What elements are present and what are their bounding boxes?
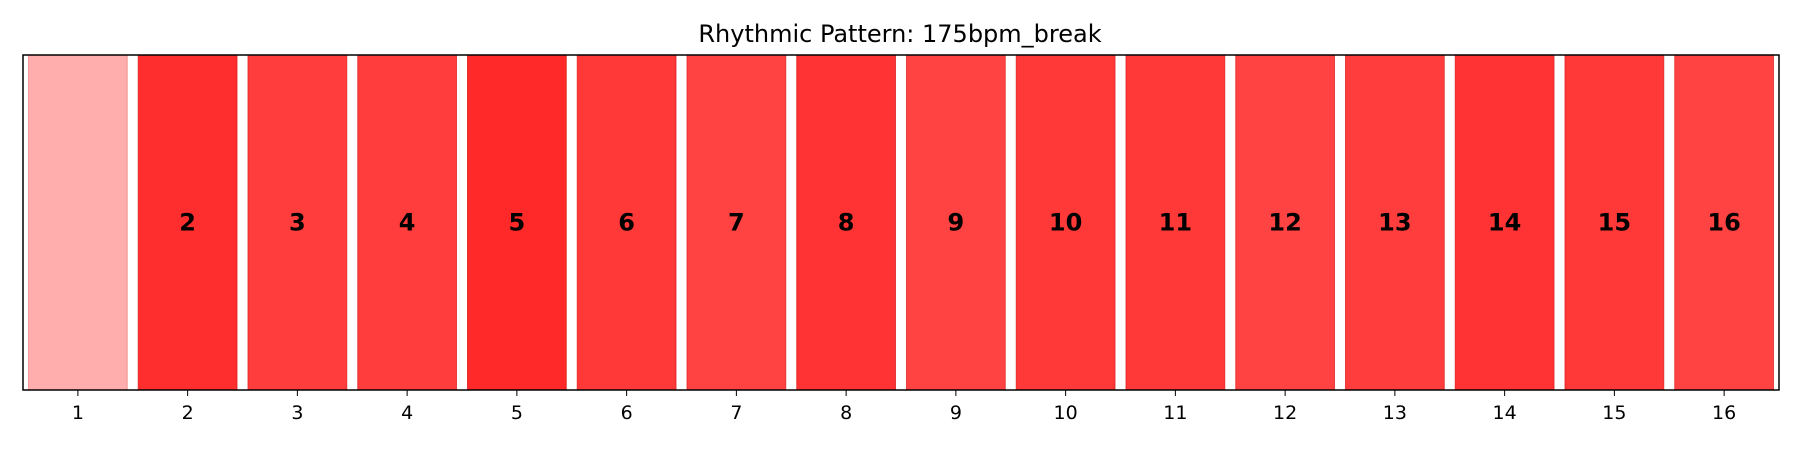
bar-label-6: 6 <box>618 209 635 237</box>
chart-title: Rhythmic Pattern: 175bpm_break <box>698 20 1101 48</box>
bar-step-8 <box>796 54 897 391</box>
plot-frame <box>22 54 1780 391</box>
bar-step-13 <box>1344 54 1445 391</box>
x-tick-label-14: 14 <box>1493 402 1517 424</box>
bar-label-3: 3 <box>289 209 306 237</box>
x-tick-label-8: 8 <box>840 402 852 424</box>
bar-step-1 <box>27 54 128 391</box>
bar-label-8: 8 <box>838 209 855 237</box>
bar-label-15: 15 <box>1598 209 1631 237</box>
bar-step-6 <box>576 54 677 391</box>
x-tick-label-4: 4 <box>401 402 413 424</box>
x-tick-label-11: 11 <box>1163 402 1187 424</box>
bar-step-5 <box>466 54 567 391</box>
x-tick-label-6: 6 <box>621 402 633 424</box>
bar-label-11: 11 <box>1159 209 1192 237</box>
x-tick-label-1: 1 <box>72 402 84 424</box>
bar-step-9 <box>905 54 1006 391</box>
bar-label-2: 2 <box>179 209 196 237</box>
bar-label-13: 13 <box>1378 209 1411 237</box>
bar-step-3 <box>247 54 348 391</box>
x-tick-label-13: 13 <box>1383 402 1407 424</box>
x-tick-label-15: 15 <box>1602 402 1626 424</box>
bar-label-9: 9 <box>948 209 965 237</box>
x-tick-label-16: 16 <box>1712 402 1736 424</box>
bars-layer: 2 3 4 5 6 7 8 9 10 11 12 13 14 15 16 <box>27 54 1775 391</box>
x-tick-label-9: 9 <box>950 402 962 424</box>
x-tick-label-7: 7 <box>730 402 742 424</box>
bar-step-2 <box>137 54 238 391</box>
x-tick-label-5: 5 <box>511 402 523 424</box>
bar-step-12 <box>1235 54 1336 391</box>
bar-label-12: 12 <box>1268 209 1301 237</box>
bar-step-14 <box>1454 54 1555 391</box>
bar-step-7 <box>686 54 787 391</box>
bar-step-16 <box>1674 54 1775 391</box>
bar-label-14: 14 <box>1488 209 1521 237</box>
x-tick-label-12: 12 <box>1273 402 1297 424</box>
x-ticks: 1 2 3 4 5 6 7 8 9 10 11 12 13 14 15 16 <box>72 390 1736 424</box>
x-tick-label-10: 10 <box>1054 402 1078 424</box>
bar-label-16: 16 <box>1707 209 1740 237</box>
x-tick-label-2: 2 <box>182 402 194 424</box>
x-tick-label-3: 3 <box>291 402 303 424</box>
bar-label-7: 7 <box>728 209 745 237</box>
bar-step-11 <box>1125 54 1226 391</box>
bar-label-10: 10 <box>1049 209 1082 237</box>
bar-label-4: 4 <box>399 209 416 237</box>
bar-label-5: 5 <box>509 209 526 237</box>
